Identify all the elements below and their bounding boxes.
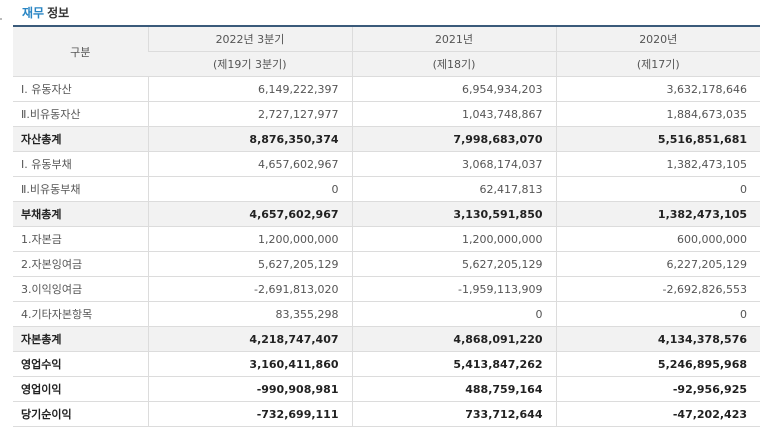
value-cell: 4,657,602,967: [147, 201, 352, 227]
value-cell: 7,998,683,070: [351, 126, 556, 152]
header-category: 구분: [13, 25, 148, 77]
row-label: 자본총계: [13, 326, 148, 352]
value-cell: -92,956,925: [555, 376, 760, 402]
value-cell: 5,413,847,262: [351, 351, 556, 377]
value-cell: 488,759,164: [351, 376, 556, 402]
header-fiscal-term: (제17기): [555, 51, 760, 77]
value-cell: 600,000,000: [555, 226, 760, 252]
value-cell: 1,382,473,105: [555, 151, 760, 177]
value-cell: 1,884,673,035: [555, 101, 760, 127]
value-cell: -2,692,826,553: [555, 276, 760, 302]
header-period: 2020년: [555, 25, 760, 52]
table-row: 영업이익 -990,908,981 488,759,164 -92,956,925: [13, 376, 760, 402]
value-cell: 5,627,205,129: [351, 251, 556, 277]
value-cell: -732,699,111: [147, 401, 352, 427]
value-cell: 5,627,205,129: [147, 251, 352, 277]
table-row: 영업수익 3,160,411,860 5,413,847,262 5,246,895,…: [13, 351, 760, 377]
table-row: 자본총계 4,218,747,407 4,868,091,220 4,134,378,…: [13, 326, 760, 352]
value-cell: 2,727,127,977: [147, 101, 352, 127]
value-cell: 5,246,895,968: [555, 351, 760, 377]
value-cell: 4,657,602,967: [147, 151, 352, 177]
row-label: 영업이익: [13, 376, 148, 402]
bullet-dot: [0, 18, 2, 20]
row-label: Ⅱ.비유동부채: [13, 176, 148, 202]
value-cell: 3,068,174,037: [351, 151, 556, 177]
value-cell: 6,227,205,129: [555, 251, 760, 277]
value-cell: -990,908,981: [147, 376, 352, 402]
header-fiscal-term: (제18기): [351, 51, 556, 77]
header-row-terms: (제19기 3분기) (제18기) (제17기): [13, 51, 760, 77]
table-row: Ⅰ. 유동부채 4,657,602,967 3,068,174,037 1,382,4…: [13, 151, 760, 177]
table-row: 3.이익잉여금 -2,691,813,020 -1,959,113,909 -2,69…: [13, 276, 760, 302]
value-cell: 0: [555, 301, 760, 327]
table-row: 1.자본금 1,200,000,000 1,200,000,000 600,000,0…: [13, 226, 760, 252]
value-cell: -2,691,813,020: [147, 276, 352, 302]
row-label: 부채총계: [13, 201, 148, 227]
value-cell: -47,202,423: [555, 401, 760, 427]
value-cell: 3,160,411,860: [147, 351, 352, 377]
value-cell: 83,355,298: [147, 301, 352, 327]
value-cell: 4,868,091,220: [351, 326, 556, 352]
value-cell: 1,043,748,867: [351, 101, 556, 127]
value-cell: 1,200,000,000: [147, 226, 352, 252]
row-label: Ⅰ. 유동자산: [13, 76, 148, 102]
row-label: Ⅰ. 유동부채: [13, 151, 148, 177]
table-row: 부채총계 4,657,602,967 3,130,591,850 1,382,473,…: [13, 201, 760, 227]
table-row: 4.기타자본항목 83,355,298 0 0: [13, 301, 760, 327]
value-cell: 0: [147, 176, 352, 202]
table-row: Ⅱ.비유동부채 0 62,417,813 0: [13, 176, 760, 202]
row-label: 자산총계: [13, 126, 148, 152]
value-cell: 62,417,813: [351, 176, 556, 202]
row-label: 4.기타자본항목: [13, 301, 148, 327]
section-title-rest: 정보: [47, 6, 70, 20]
header-row-periods: 구분 2022년 3분기 2021년 2020년: [13, 25, 760, 77]
row-label: 당기순이익: [13, 401, 148, 427]
value-cell: 0: [351, 301, 556, 327]
value-cell: 1,200,000,000: [351, 226, 556, 252]
value-cell: 4,218,747,407: [147, 326, 352, 352]
row-label: 1.자본금: [13, 226, 148, 252]
row-label: 영업수익: [13, 351, 148, 377]
value-cell: 5,516,851,681: [555, 126, 760, 152]
section-title-accent: 재무: [22, 6, 45, 20]
row-label: 2.자본잉여금: [13, 251, 148, 277]
table-row: 자산총계 8,876,350,374 7,998,683,070 5,516,851,…: [13, 126, 760, 152]
table-row: Ⅰ. 유동자산 6,149,222,397 6,954,934,203 3,632,1…: [13, 76, 760, 102]
value-cell: 4,134,378,576: [555, 326, 760, 352]
value-cell: 6,149,222,397: [147, 76, 352, 102]
value-cell: 1,382,473,105: [555, 201, 760, 227]
header-period: 2022년 3분기: [147, 25, 352, 52]
section-title: 재무 정보: [22, 4, 69, 22]
table-row: Ⅱ.비유동자산 2,727,127,977 1,043,748,867 1,884,6…: [13, 101, 760, 127]
value-cell: 3,632,178,646: [555, 76, 760, 102]
financial-table: 구분 2022년 3분기 2021년 2020년 (제19기 3분기) (제18…: [13, 25, 760, 427]
header-period: 2021년: [351, 25, 556, 52]
value-cell: 6,954,934,203: [351, 76, 556, 102]
table-row: 당기순이익 -732,699,111 733,712,644 -47,202,423: [13, 401, 760, 427]
row-label: 3.이익잉여금: [13, 276, 148, 302]
table-row: 2.자본잉여금 5,627,205,129 5,627,205,129 6,227,2…: [13, 251, 760, 277]
header-fiscal-term: (제19기 3분기): [148, 51, 352, 77]
table-body: Ⅰ. 유동자산 6,149,222,397 6,954,934,203 3,632,1…: [13, 76, 760, 427]
value-cell: 3,130,591,850: [351, 201, 556, 227]
value-cell: 733,712,644: [351, 401, 556, 427]
row-label: Ⅱ.비유동자산: [13, 101, 148, 127]
value-cell: 0: [555, 176, 760, 202]
value-cell: -1,959,113,909: [351, 276, 556, 302]
value-cell: 8,876,350,374: [147, 126, 352, 152]
